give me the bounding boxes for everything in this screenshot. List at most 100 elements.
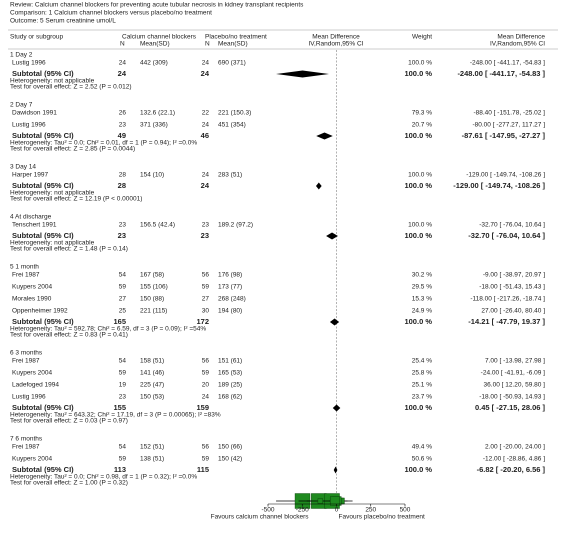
col-weight: Weight <box>412 34 432 41</box>
subtotal-effect: -129.00 [ -149.74, -108.26 ] <box>453 181 545 190</box>
col-treat-mean: Mean(SD) <box>140 41 170 48</box>
effect: 7.00 [ -13.98, 27.98 ] <box>485 358 545 365</box>
col-ctrl-n: N <box>205 41 210 48</box>
ctrl-mean: 268 (248) <box>218 296 246 303</box>
subtotal-n2: 24 <box>201 69 210 78</box>
treat-n: 23 <box>119 222 127 229</box>
ctrl-mean: 221 (150.3) <box>218 110 251 117</box>
weight: 20.7 % <box>412 122 432 129</box>
weight: 30.2 % <box>412 272 432 279</box>
treat-n: 54 <box>119 358 127 365</box>
x-tick-label: 500 <box>400 507 411 514</box>
treat-n: 59 <box>119 370 127 377</box>
study-name: Lustig 1996 <box>12 122 46 129</box>
treat-mean: 155 (106) <box>140 284 168 291</box>
subtotal-diamond <box>316 132 333 140</box>
ctrl-mean: 173 (77) <box>218 284 242 291</box>
ctrl-mean: 150 (66) <box>218 444 242 451</box>
effect: -18.00 [ -50.93, 14.93 ] <box>479 394 545 401</box>
subtotal-diamond <box>333 466 338 474</box>
overall-test: Test for overall effect: Z = 1.48 (P = 0… <box>10 246 128 253</box>
col-ctrl: Placebo/no treatment <box>205 34 267 41</box>
ctrl-n: 24 <box>202 122 210 129</box>
ctrl-n: 56 <box>202 358 210 365</box>
treat-n: 26 <box>119 110 127 117</box>
effect: -18.00 [ -51.43, 15.43 ] <box>479 284 545 291</box>
subtotal-weight: 100.0 % <box>404 181 432 190</box>
favours-right: Favours placebo/no treatment <box>339 514 426 521</box>
subtotal-diamond <box>326 232 338 240</box>
subtotal-label: Subtotal (95% CI) <box>12 403 74 412</box>
col-effect-sub: IV,Random,95% CI <box>490 41 545 48</box>
group-label: 7 6 months <box>10 436 43 443</box>
col-plot-sub: IV,Random,95% CI <box>308 41 363 48</box>
subtotal-weight: 100.0 % <box>404 465 432 474</box>
weight: 100.0 % <box>408 172 432 179</box>
subtotal-n1: 165 <box>113 317 126 326</box>
study-name: Frei 1987 <box>12 272 40 279</box>
review-text: Review: Calcium channel blockers for pre… <box>10 2 304 9</box>
study-name: Lustig 1996 <box>12 394 46 401</box>
effect: -9.00 [ -38.97, 20.97 ] <box>483 272 545 279</box>
heterogeneity: Heterogeneity: not applicable <box>10 190 95 197</box>
ctrl-n: 56 <box>202 272 210 279</box>
favours-left: Favours calcium channel blockers <box>211 514 310 521</box>
heterogeneity: Heterogeneity: Tau² = 0.0; Chi² = 0.98, … <box>10 474 197 481</box>
effect: -12.00 [ -28.86, 4.86 ] <box>483 456 545 463</box>
subtotal-diamond <box>332 404 341 412</box>
weight: 79.3 % <box>412 110 432 117</box>
effect: -80.00 [ -277.27, 117.27 ] <box>472 122 545 129</box>
treat-n: 54 <box>119 272 127 279</box>
x-tick-label: -500 <box>261 507 274 514</box>
study-name: Tenschert 1991 <box>12 222 57 229</box>
ctrl-mean: 690 (371) <box>218 60 246 67</box>
subtotal-weight: 100.0 % <box>404 69 432 78</box>
subtotal-diamond <box>276 70 329 78</box>
effect: 2.00 [ -20.00, 24.00 ] <box>485 444 545 451</box>
weight: 49.4 % <box>412 444 432 451</box>
subtotal-n1: 28 <box>118 181 126 190</box>
treat-mean: 138 (51) <box>140 456 164 463</box>
overall-test: Test for overall effect: Z = 0.83 (P = 0… <box>10 332 128 339</box>
subtotal-n2: 172 <box>196 317 209 326</box>
effect: -24.00 [ -41.91, -6.09 ] <box>481 370 546 377</box>
subtotal-label: Subtotal (95% CI) <box>12 69 74 78</box>
x-tick-label: 250 <box>365 507 376 514</box>
ctrl-n: 23 <box>202 222 210 229</box>
subtotal-effect: -32.70 [ -76.04, 10.64 ] <box>468 231 545 240</box>
ctrl-n: 59 <box>202 284 210 291</box>
subtotal-n2: 115 <box>197 465 209 474</box>
ctrl-n: 24 <box>202 172 210 179</box>
effect: 27.00 [ -26.40, 80.40 ] <box>481 308 545 315</box>
ctrl-mean: 176 (98) <box>218 272 242 279</box>
col-treat: Calcium channel blockers <box>122 34 197 41</box>
treat-mean: 150 (88) <box>140 296 164 303</box>
group-label: 2 Day 7 <box>10 102 33 109</box>
study-box <box>330 496 340 506</box>
x-tick-label: 0 <box>335 507 339 514</box>
heterogeneity: Heterogeneity: not applicable <box>10 78 95 85</box>
subtotal-n2: 23 <box>201 231 209 240</box>
treat-mean: 442 (309) <box>140 60 168 67</box>
heterogeneity: Heterogeneity: Tau² = 592.78; Chi² = 6.5… <box>10 326 206 333</box>
effect: -32.70 [ -76.04, 10.64 ] <box>479 222 545 229</box>
ctrl-n: 22 <box>202 110 210 117</box>
weight: 23.7 % <box>412 394 432 401</box>
study-name: Dawidson 1991 <box>12 110 57 117</box>
ctrl-mean: 151 (61) <box>218 358 242 365</box>
ctrl-n: 24 <box>202 60 210 67</box>
subtotal-n1: 155 <box>113 403 126 412</box>
ctrl-n: 56 <box>202 444 210 451</box>
subtotal-weight: 100.0 % <box>404 131 432 140</box>
treat-n: 54 <box>119 444 127 451</box>
weight: 100.0 % <box>408 222 432 229</box>
subtotal-n1: 49 <box>118 131 126 140</box>
overall-test: Test for overall effect: Z = 12.19 (P < … <box>10 196 142 203</box>
col-study: Study or subgroup <box>10 34 64 41</box>
weight: 24.9 % <box>412 308 432 315</box>
study-name: Frei 1987 <box>12 444 40 451</box>
treat-n: 59 <box>119 284 127 291</box>
weight: 25.1 % <box>412 382 432 389</box>
weight: 100.0 % <box>408 60 432 67</box>
ctrl-mean: 168 (62) <box>218 394 242 401</box>
